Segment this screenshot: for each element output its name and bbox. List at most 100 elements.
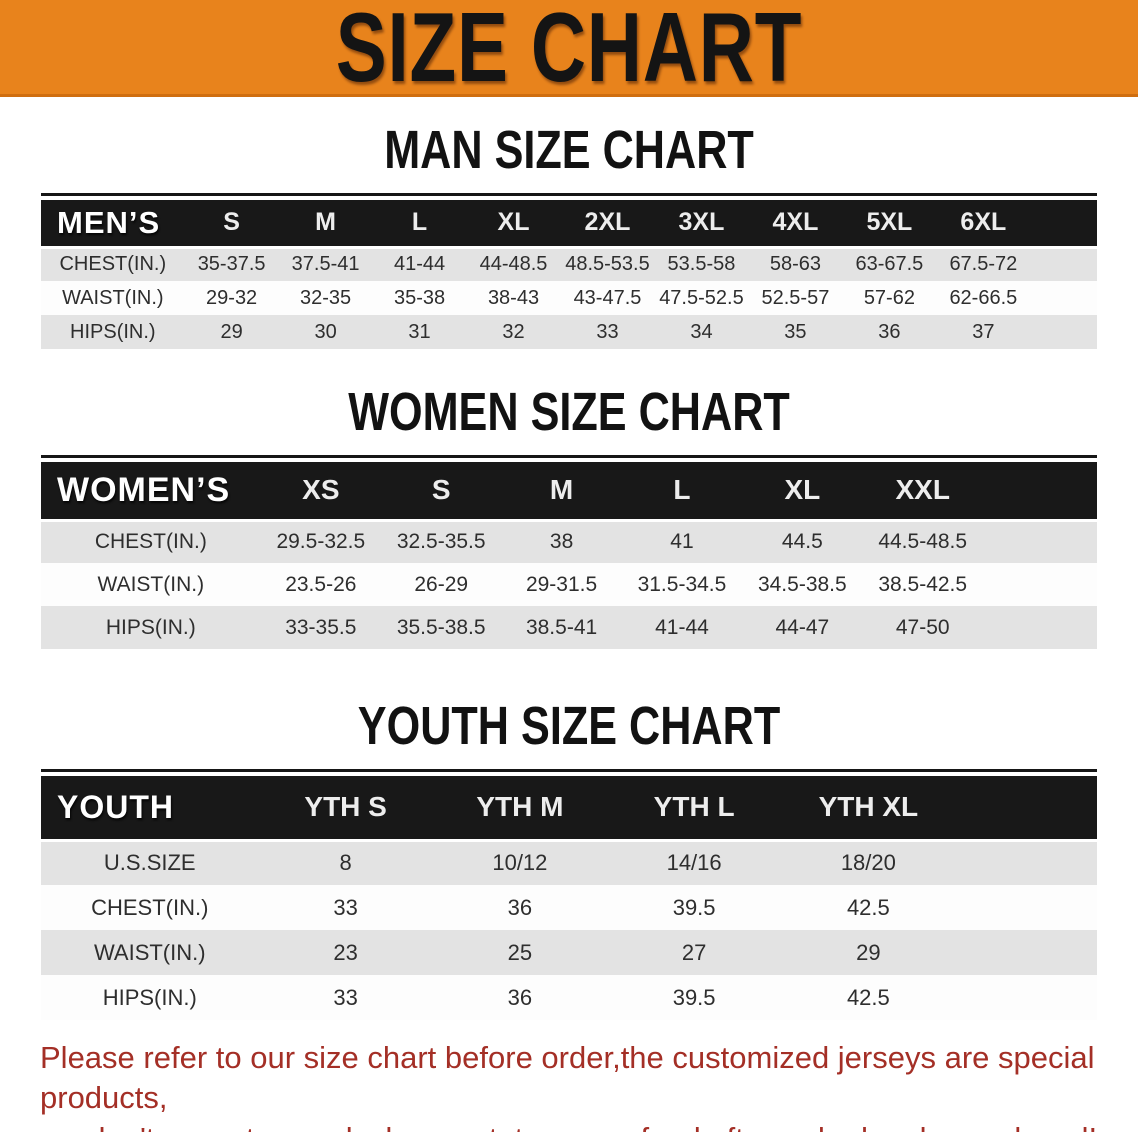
table-row: WAIST(IN.) 23.5-26 26-29 29-31.5 31.5-34.5 34… bbox=[41, 563, 1097, 606]
size-column-header: L bbox=[372, 200, 467, 249]
size-value-cell: 10/12 bbox=[492, 850, 548, 876]
size-value-cell: 29-31.5 bbox=[525, 572, 598, 596]
youth-size-chart-section: YOUTH SIZE CHART YOUTH YTH S YTH M YTH L YTH … bbox=[0, 649, 1138, 1020]
filler-cell bbox=[1030, 200, 1097, 249]
men-table-corner-label: MEN’S bbox=[41, 200, 185, 249]
women-size-chart-section: WOMEN SIZE CHART WOMEN’S XS S M L XL XXL CHEST(I… bbox=[0, 349, 1138, 649]
row-label-cell: HIPS(IN.) bbox=[70, 320, 156, 343]
size-column-header: 3XL bbox=[654, 200, 749, 249]
size-value-cell: 33 bbox=[333, 984, 358, 1010]
table-row: HIPS(IN.) 33 36 39.5 42.5 bbox=[41, 975, 1097, 1020]
table-row: WAIST(IN.) 23 25 27 29 bbox=[41, 930, 1097, 975]
table-header-row: YOUTH YTH S YTH M YTH L YTH XL bbox=[41, 776, 1097, 842]
size-value-cell: 37.5-41 bbox=[291, 253, 360, 276]
size-value-cell: 32.5-35.5 bbox=[396, 530, 486, 554]
size-value-cell: 53.5-58 bbox=[667, 253, 736, 276]
filler-cell bbox=[983, 520, 1097, 563]
filler-cell bbox=[1030, 281, 1097, 315]
size-value-cell: 44.5 bbox=[781, 530, 823, 554]
women-size-table: WOMEN’S XS S M L XL XXL CHEST(IN.) 29.5-32.5 32.5… bbox=[41, 462, 1097, 649]
table-row: WAIST(IN.) 29-32 32-35 35-38 38-43 43-47.5 47.… bbox=[41, 281, 1097, 315]
row-label-cell: HIPS(IN.) bbox=[102, 984, 197, 1010]
size-value-cell: 44-48.5 bbox=[479, 253, 548, 276]
size-column-header: YTH L bbox=[607, 776, 782, 842]
men-size-table-wrap: MEN’S S M L XL 2XL 3XL 4XL 5XL 6XL CHEST(IN.) 35-37… bbox=[41, 193, 1097, 349]
size-value-cell: 35 bbox=[784, 320, 807, 343]
row-label-cell: CHEST(IN.) bbox=[91, 894, 209, 920]
size-chart-banner: SIZE CHART bbox=[0, 0, 1138, 97]
table-row: CHEST(IN.) 29.5-32.5 32.5-35.5 38 41 44.5 44.5… bbox=[41, 520, 1097, 563]
row-label-cell: U.S.SIZE bbox=[103, 850, 196, 876]
size-value-cell: 8 bbox=[339, 850, 352, 876]
size-column-header: XL bbox=[466, 200, 561, 249]
filler-cell bbox=[982, 462, 1097, 522]
size-column-header: YTH S bbox=[258, 776, 433, 842]
size-column-header: 4XL bbox=[748, 200, 843, 249]
size-value-cell: 38 bbox=[549, 530, 574, 554]
size-value-cell: 43-47.5 bbox=[573, 286, 642, 309]
filler-cell bbox=[955, 776, 1097, 842]
size-value-cell: 35.5-38.5 bbox=[396, 615, 486, 639]
size-value-cell: 23.5-26 bbox=[285, 572, 357, 596]
row-label-cell: CHEST(IN.) bbox=[94, 530, 207, 554]
size-value-cell: 41 bbox=[670, 530, 694, 554]
size-value-cell: 67.5-72 bbox=[949, 253, 1018, 276]
size-value-cell: 58-63 bbox=[769, 253, 821, 276]
size-value-cell: 62-66.5 bbox=[949, 286, 1018, 309]
size-value-cell: 26-29 bbox=[414, 572, 469, 596]
filler-cell bbox=[983, 563, 1097, 606]
filler-cell bbox=[1030, 247, 1097, 281]
row-label-cell: WAIST(IN.) bbox=[62, 286, 164, 309]
women-table-corner-label: WOMEN’S bbox=[41, 462, 261, 522]
youth-table-corner-label: YOUTH bbox=[41, 776, 259, 842]
size-value-cell: 30 bbox=[314, 320, 337, 343]
size-value-cell: 33 bbox=[596, 320, 619, 343]
size-value-cell: 63-67.5 bbox=[855, 253, 924, 276]
size-column-header: XXL bbox=[862, 462, 983, 522]
size-column-header: 2XL bbox=[560, 200, 655, 249]
size-value-cell: 41-44 bbox=[655, 615, 709, 639]
size-value-cell: 57-62 bbox=[863, 286, 915, 309]
size-value-cell: 44-47 bbox=[775, 615, 830, 639]
size-column-header: 6XL bbox=[936, 200, 1031, 249]
size-column-header: YTH M bbox=[432, 776, 607, 842]
size-column-header: M bbox=[278, 200, 373, 249]
size-value-cell: 32-35 bbox=[300, 286, 352, 309]
size-value-cell: 33-35.5 bbox=[285, 615, 357, 639]
youth-size-chart-heading: YOUTH SIZE CHART bbox=[0, 649, 1138, 753]
size-value-cell: 38-43 bbox=[487, 286, 540, 309]
size-value-cell: 38.5-41 bbox=[525, 615, 598, 639]
size-value-cell: 52.5-57 bbox=[761, 286, 830, 309]
size-value-cell: 35-37.5 bbox=[197, 253, 266, 276]
table-header-row: MEN’S S M L XL 2XL 3XL 4XL 5XL 6XL bbox=[41, 200, 1097, 249]
size-column-header: M bbox=[501, 462, 622, 522]
size-value-cell: 31.5-34.5 bbox=[637, 572, 727, 596]
youth-size-table-wrap: YOUTH YTH S YTH M YTH L YTH XL U.S.SIZE 8 10/12… bbox=[41, 769, 1097, 1020]
row-label-cell: HIPS(IN.) bbox=[105, 615, 196, 639]
row-label-cell: WAIST(IN.) bbox=[97, 572, 205, 596]
size-value-cell: 37 bbox=[972, 320, 995, 343]
youth-size-table: YOUTH YTH S YTH M YTH L YTH XL U.S.SIZE 8 10/12… bbox=[41, 776, 1097, 1020]
filler-cell bbox=[1030, 315, 1097, 349]
men-size-chart-heading: MAN SIZE CHART bbox=[0, 97, 1138, 177]
size-column-header: S bbox=[184, 200, 279, 249]
size-value-cell: 47-50 bbox=[895, 615, 950, 639]
size-value-cell: 31 bbox=[408, 320, 431, 343]
men-size-chart-section: MAN SIZE CHART MEN’S S M L XL 2XL 3XL 4XL 5XL 6XL C… bbox=[0, 97, 1138, 349]
size-value-cell: 29 bbox=[856, 939, 881, 965]
size-value-cell: 35-38 bbox=[393, 286, 446, 309]
size-value-cell: 38.5-42.5 bbox=[878, 572, 968, 596]
size-value-cell: 29-32 bbox=[206, 286, 258, 309]
filler-cell bbox=[983, 606, 1097, 649]
size-column-header: YTH XL bbox=[781, 776, 956, 842]
filler-cell bbox=[955, 840, 1097, 885]
size-column-header: S bbox=[381, 462, 502, 522]
men-size-table: MEN’S S M L XL 2XL 3XL 4XL 5XL 6XL CHEST(IN.) 35-37… bbox=[41, 200, 1097, 349]
filler-cell bbox=[955, 885, 1097, 930]
size-value-cell: 39.5 bbox=[672, 984, 716, 1010]
size-value-cell: 23 bbox=[333, 939, 358, 965]
women-size-table-wrap: WOMEN’S XS S M L XL XXL CHEST(IN.) 29.5-32.5 32.5… bbox=[41, 455, 1097, 649]
size-value-cell: 29.5-32.5 bbox=[276, 530, 366, 554]
size-value-cell: 27 bbox=[681, 939, 707, 965]
size-column-header: 5XL bbox=[842, 200, 937, 249]
